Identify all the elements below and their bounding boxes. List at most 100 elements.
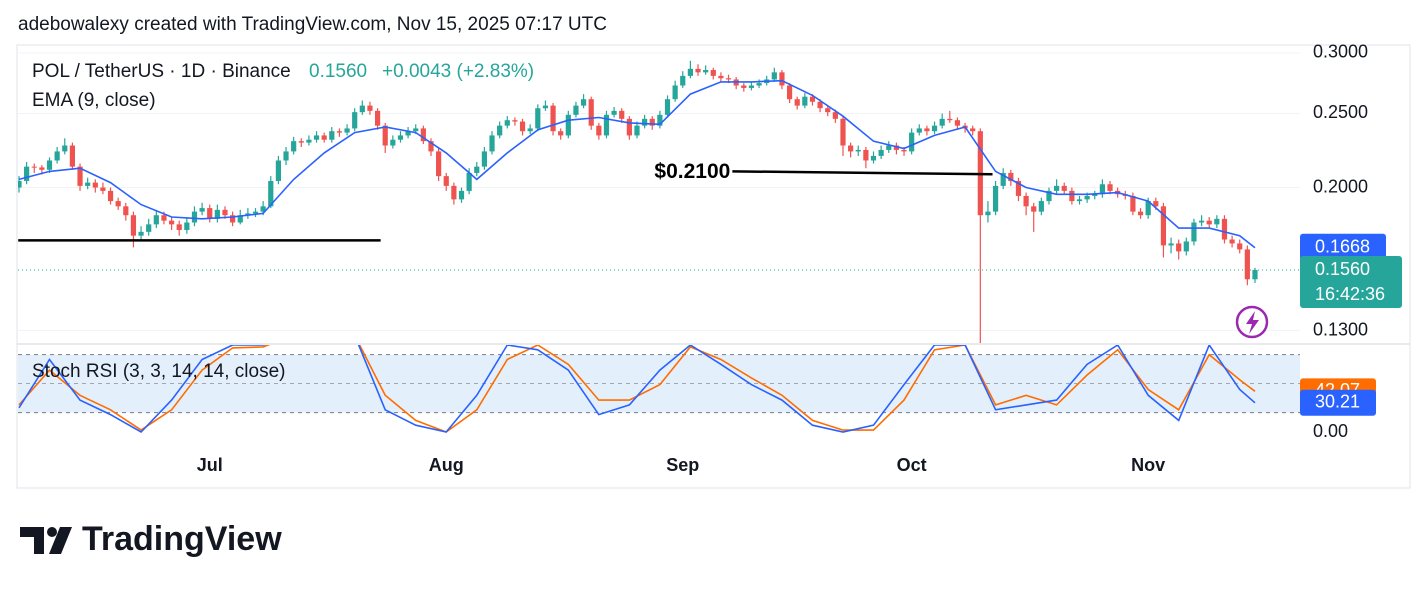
candle-body <box>832 112 838 119</box>
candle-body <box>298 141 304 143</box>
candle-body <box>344 128 350 133</box>
credit: adebowalexy created with TradingView.com… <box>18 14 607 35</box>
candle-body <box>405 131 411 136</box>
candle-body <box>771 72 777 80</box>
candle-body <box>497 125 503 136</box>
candle-body <box>1038 201 1044 212</box>
candle-body <box>321 135 327 140</box>
candle-body <box>245 213 251 216</box>
candle-body <box>451 185 457 200</box>
candle-body <box>1061 185 1067 191</box>
price-change: +0.0043 (+2.83%) <box>382 61 534 82</box>
ema-legend: EMA (9, close) <box>32 90 156 111</box>
candle-body <box>931 125 938 132</box>
candle-body <box>512 120 518 122</box>
candle-body <box>1099 184 1105 195</box>
candle-body <box>687 68 693 76</box>
candle-body <box>626 118 632 136</box>
candle-body <box>657 114 663 126</box>
candle-body <box>1015 180 1022 196</box>
alert-icon[interactable] <box>1235 305 1269 339</box>
candle-body <box>954 120 961 126</box>
candle-body <box>359 105 365 113</box>
candle-body <box>176 224 182 230</box>
candle-body <box>1214 218 1220 225</box>
candle-body <box>92 182 98 188</box>
x-tick-label: Sep <box>666 455 699 475</box>
candle-body <box>809 96 816 102</box>
candle-body <box>588 99 594 126</box>
candle-body <box>481 151 487 167</box>
candle-body <box>428 141 434 152</box>
candle-body <box>519 121 526 132</box>
candle-body <box>1252 270 1258 280</box>
candle-body <box>62 145 68 152</box>
candle-body <box>703 70 709 73</box>
candle-body <box>916 128 922 133</box>
candle-body <box>1244 249 1250 280</box>
candle-body <box>466 172 472 191</box>
candle-body <box>848 145 854 152</box>
candle-body <box>329 131 335 140</box>
ema-line <box>18 79 1256 249</box>
candle-body <box>855 149 861 152</box>
candle-body <box>1000 172 1006 186</box>
candle-body <box>985 211 991 216</box>
candle-body <box>527 128 533 132</box>
candle-body <box>504 120 510 126</box>
candle-body <box>1153 201 1159 207</box>
stoch-legend: Stoch RSI (3, 3, 14, 14, close) <box>32 361 285 382</box>
candle-body <box>1168 243 1174 246</box>
candle-body <box>275 160 281 181</box>
candle-body <box>786 85 793 100</box>
candle-body <box>870 155 877 161</box>
candle-body <box>268 180 274 207</box>
candle-body <box>1008 172 1014 181</box>
last-price-badge <box>1300 256 1402 309</box>
candle-body <box>558 131 564 136</box>
candle-body <box>1198 220 1205 223</box>
candle-body <box>291 141 297 152</box>
candle-body <box>54 151 60 161</box>
candle-body <box>1145 201 1151 216</box>
stoch-plot <box>18 345 1256 434</box>
candle-body <box>46 160 53 170</box>
y-tick-label: 0.1300 <box>1313 319 1368 339</box>
candle-body <box>710 70 716 76</box>
candle-body <box>725 78 732 80</box>
candle-body <box>184 222 190 230</box>
ema-badge <box>1300 233 1386 262</box>
candle-body <box>443 176 449 186</box>
candle-body <box>1130 195 1136 212</box>
candle-body <box>1107 184 1113 191</box>
candle-body <box>1206 220 1212 225</box>
candle-body <box>313 135 320 140</box>
plot-layer: 0.3000 0.2500 0.2000 0.1300 Jul Aug Sep Oct Nov 0… <box>18 42 1402 475</box>
candle-body <box>130 215 137 236</box>
candle-body <box>634 125 640 136</box>
candle-body <box>1237 243 1243 250</box>
candle-body <box>535 108 541 129</box>
candle-body <box>542 105 549 109</box>
candle-body <box>664 99 671 115</box>
candle-body <box>336 131 343 133</box>
candle-body <box>992 185 999 212</box>
candle-body <box>680 75 686 86</box>
stoch-badge-label: 30.21 <box>1315 392 1360 412</box>
candle-body <box>878 149 884 156</box>
candle-body <box>573 105 579 115</box>
candle-body <box>825 108 831 113</box>
candle-body <box>619 110 625 119</box>
candle-body <box>939 118 945 126</box>
candle-body <box>489 135 495 152</box>
candle-body <box>886 145 892 150</box>
candle-body <box>153 215 159 225</box>
candle-body <box>420 128 426 142</box>
candle-body <box>123 206 129 216</box>
candle-body <box>397 135 404 140</box>
candle-body <box>1137 211 1144 216</box>
candle-body <box>1023 195 1029 207</box>
candle-body <box>115 201 121 207</box>
chart-frame <box>16 44 1411 489</box>
candle-body <box>107 190 114 202</box>
